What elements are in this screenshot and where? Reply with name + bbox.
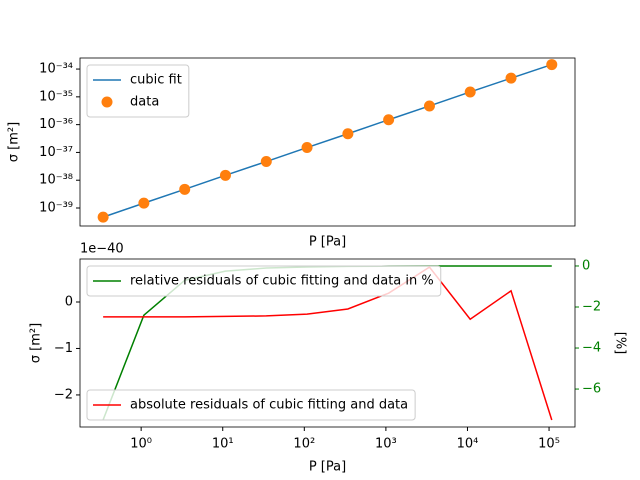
axes-frame [79,57,576,227]
y2-tick-label: 0 [582,258,590,273]
x-axis-label: P [Pa] [309,460,346,475]
data-point [138,197,150,209]
y-tick-label: 10⁻³⁷ [39,145,73,160]
legend-label: cubic fit [130,73,182,88]
y-axis-label: σ [m²] [29,323,44,363]
y2-tick-label: −6 [582,382,601,397]
y-tick-label: 0 [65,294,73,309]
data-point [464,86,476,98]
x-tick-label: 10² [293,437,315,452]
legend-label: data [130,95,159,110]
data-point [383,114,395,126]
data-point [546,59,558,71]
y-tick-label: −2 [54,387,73,402]
y-tick-label: 10⁻³⁹ [39,200,73,215]
legend: absolute residuals of cubic fitting and … [86,389,416,421]
legend-swatch [101,96,113,108]
plot-area [97,59,558,223]
data-point [423,100,435,112]
y-axis-label: σ [m²] [7,122,22,162]
data-point [260,156,272,168]
data-point [301,142,313,154]
legend-label: absolute residuals of cubic fitting and … [130,398,408,413]
y2-tick-label: −4 [582,341,601,356]
y-tick-label: 10⁻³⁸ [39,173,73,188]
x-tick-label: 10⁵ [538,437,560,452]
y2-axis-label: [%] [613,332,628,355]
data-point [342,128,354,140]
x-tick-label: 10¹ [212,437,234,452]
legend-label: relative residuals of cubic fitting and … [130,274,434,289]
y-tick-label: −1 [54,341,73,356]
data-point [179,183,191,195]
y-offset-text: 1e−40 [80,242,124,257]
legend-box [86,64,190,118]
data-point [219,169,231,181]
y-tick-label: 10⁻³⁴ [39,62,73,77]
x-tick-label: 10³ [375,437,397,452]
y-tick-label: 10⁻³⁶ [39,117,73,132]
legend-box [86,265,442,297]
data-point [97,211,109,223]
y2-tick-label: −2 [582,300,601,315]
legend-box [86,389,416,421]
legend: relative residuals of cubic fitting and … [86,265,442,297]
series-line [103,266,553,421]
y-tick-label: 10⁻³⁵ [39,89,73,104]
data-point [505,72,517,84]
axes-frame [79,258,576,428]
legend: cubic fit data [86,64,190,118]
x-tick-label: 10⁰ [130,437,152,452]
series-line [102,63,553,218]
x-axis-label: P [Pa] [309,235,346,250]
x-tick-label: 10⁴ [457,437,479,452]
